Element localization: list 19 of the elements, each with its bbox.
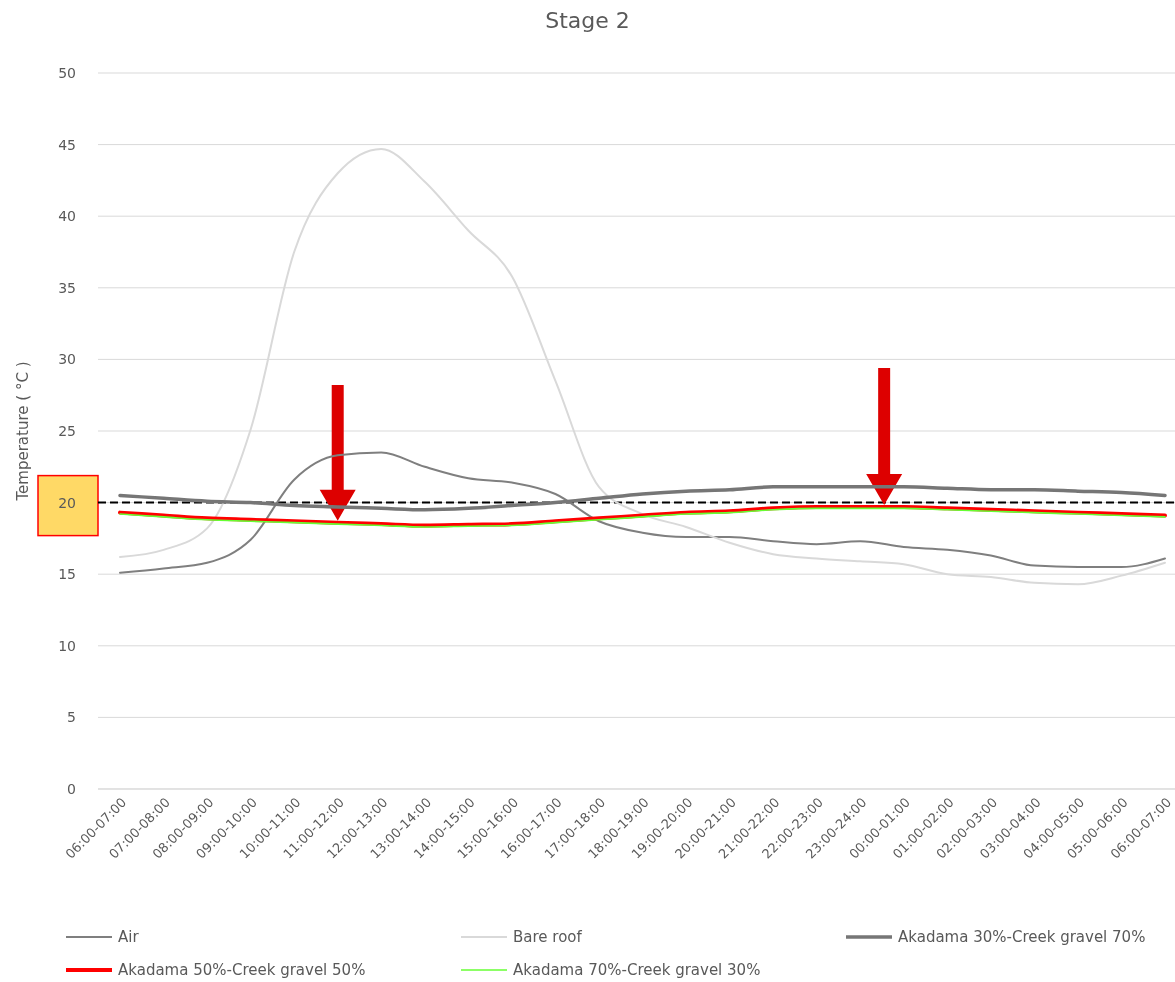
legend-label: Air (118, 928, 140, 947)
legend-label: Akadama 70%-Creek gravel 30% (513, 961, 761, 980)
y-axis-title: Temperature ( °C ) (14, 361, 32, 502)
y-tick-label: 0 (67, 780, 76, 797)
legend-label: Akadama 50%-Creek gravel 50% (118, 961, 366, 980)
y-tick-label: 40 (58, 208, 76, 225)
legend-label: Akadama 30%-Creek gravel 70% (898, 928, 1146, 947)
y-tick-label: 10 (58, 637, 76, 654)
y-tick-label: 45 (58, 136, 76, 153)
line-series (119, 451, 1166, 574)
y-tick-label: 20 (58, 494, 76, 511)
y-tick-label: 35 (58, 279, 76, 296)
chart-title: Stage 2 (545, 8, 630, 33)
y-tick-label: 30 (58, 351, 76, 368)
legend-label: Bare roof (513, 928, 583, 947)
y-tick-label: 5 (67, 709, 76, 726)
y-tick-label: 15 (58, 566, 76, 583)
y-tick-label: 25 (58, 422, 76, 439)
y-tick-label: 50 (58, 64, 76, 81)
